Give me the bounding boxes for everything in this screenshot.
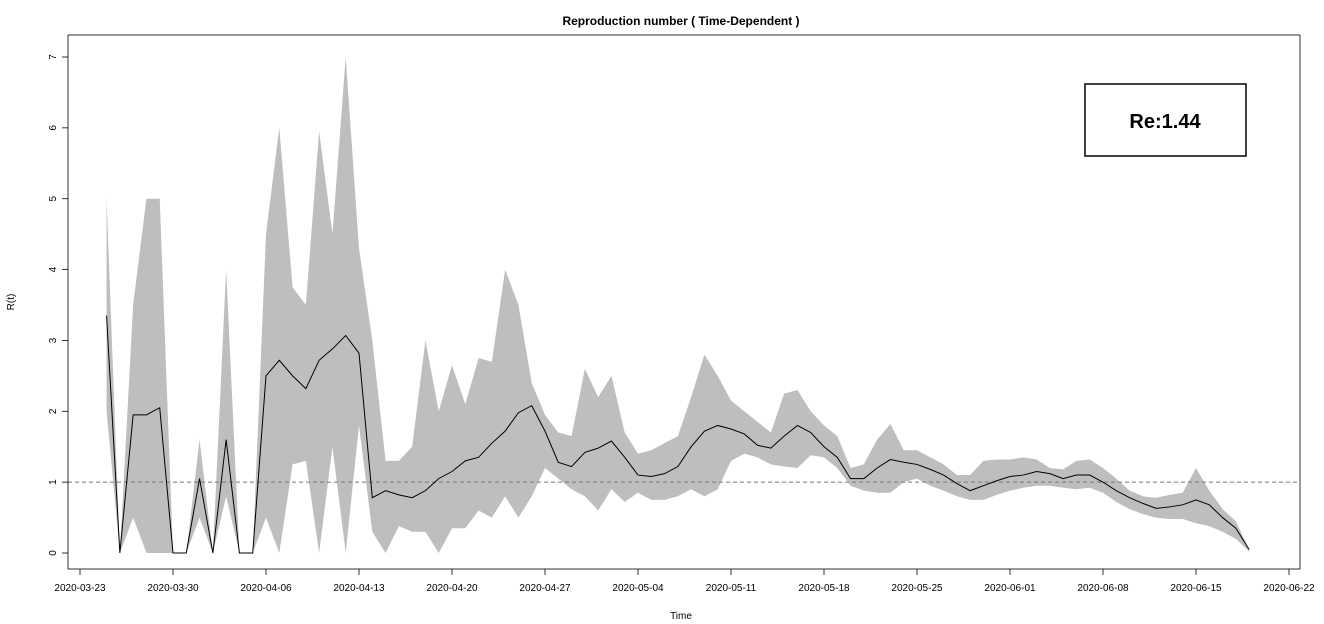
y-tick-label: 1 — [48, 479, 59, 485]
re-annotation-box: Re:1.44 — [1084, 83, 1247, 157]
y-tick-label: 6 — [48, 125, 59, 131]
x-tick-label: 2020-06-15 — [1170, 583, 1222, 594]
x-tick-label: 2020-05-11 — [706, 583, 757, 594]
y-tick-label: 2 — [48, 408, 59, 414]
x-axis-label: Time — [670, 611, 692, 622]
y-axis: 0 1 2 3 4 5 6 7 — [48, 54, 68, 556]
x-tick-label: 2020-06-22 — [1263, 583, 1315, 594]
confidence-band — [106, 57, 1250, 553]
x-tick-label: 2020-04-06 — [240, 583, 292, 594]
confidence-band-layer — [106, 57, 1250, 553]
plot-frame — [67, 34, 1301, 570]
re-annotation-text: Re:1.44 — [1129, 111, 1201, 133]
y-tick-label: 0 — [48, 550, 59, 556]
x-tick-label: 2020-05-04 — [612, 583, 664, 594]
chart-title: Reproduction number ( Time-Dependent ) — [562, 14, 799, 28]
x-tick-label: 2020-03-23 — [54, 583, 106, 594]
x-axis: 2020-03-23 2020-03-30 2020-04-06 2020-04-13… — [54, 569, 1315, 594]
x-tick-label: 2020-04-13 — [333, 583, 385, 594]
y-tick-label: 3 — [48, 337, 59, 343]
rt-line — [106, 315, 1250, 554]
y-tick-label: 4 — [48, 266, 59, 272]
rt-line-layer — [106, 315, 1250, 554]
x-tick-label: 2020-06-08 — [1077, 583, 1129, 594]
y-tick-label: 7 — [48, 54, 59, 60]
x-tick-label: 2020-06-01 — [984, 583, 1036, 594]
y-axis-label: R(t) — [6, 294, 17, 311]
x-tick-label: 2020-05-25 — [891, 583, 943, 594]
re-annotation-frame — [1084, 83, 1247, 157]
x-tick-label: 2020-05-18 — [798, 583, 850, 594]
x-tick-label: 2020-04-20 — [426, 583, 478, 594]
x-tick-label: 2020-03-30 — [147, 583, 199, 594]
y-tick-label: 5 — [48, 195, 59, 201]
x-tick-label: 2020-04-27 — [519, 583, 571, 594]
